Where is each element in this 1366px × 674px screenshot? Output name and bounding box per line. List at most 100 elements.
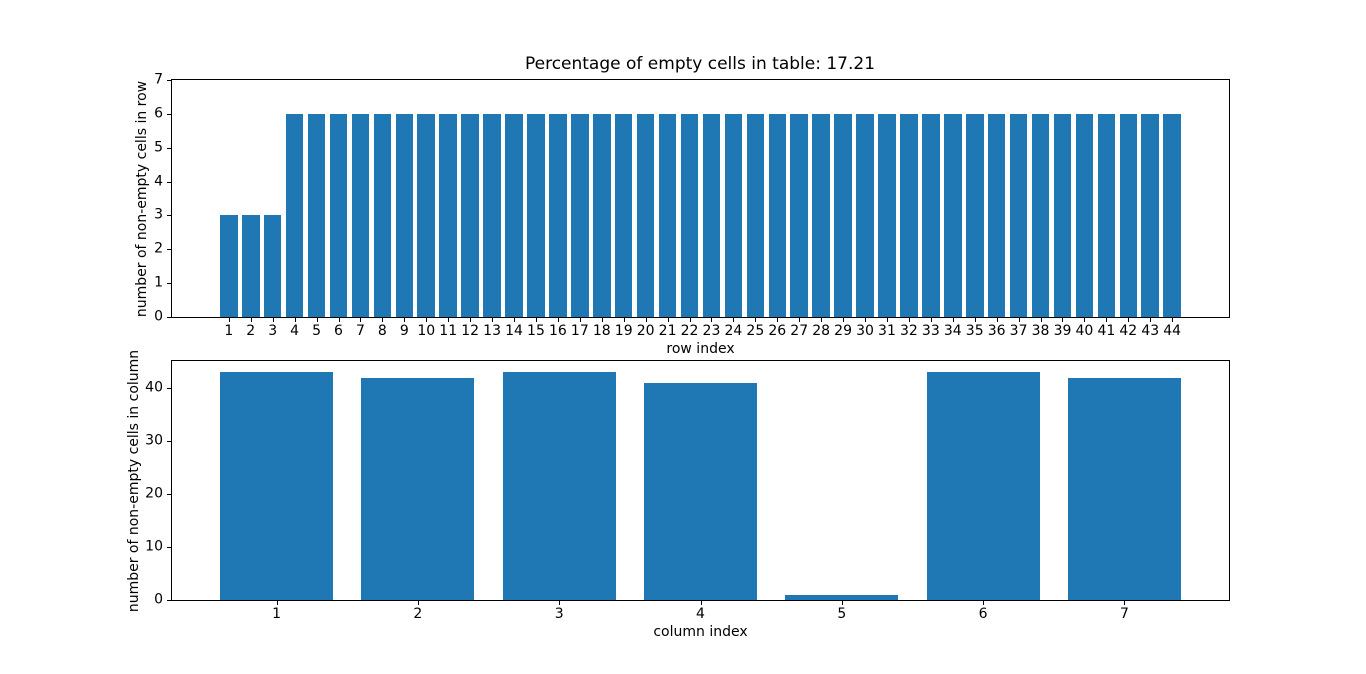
- x-axis-tick: [470, 317, 472, 322]
- x-axis-tick: [996, 317, 998, 322]
- row-chart-y-axis-label: number of non-empty cells in row: [134, 80, 150, 317]
- x-tick-label: 19: [614, 323, 633, 339]
- x-tick-label: 2: [413, 606, 423, 622]
- x-tick-label: 28: [812, 323, 831, 339]
- bar: [549, 113, 567, 317]
- x-axis-tick: [983, 600, 985, 605]
- bar: [702, 113, 721, 317]
- y-tick-label: 6: [154, 105, 163, 122]
- row-chart-x-axis-label: row index: [666, 341, 735, 357]
- y-tick-label: 3: [154, 206, 163, 223]
- bar: [417, 113, 436, 317]
- column-bar-chart-axes: number of non-empty cells in column colu…: [126, 349, 1230, 640]
- bar: [926, 372, 1040, 600]
- x-tick-label: 42: [1119, 323, 1138, 339]
- x-tick-label: 32: [899, 323, 918, 339]
- x-tick-label: 35: [965, 323, 984, 339]
- x-tick-label: 16: [548, 323, 567, 339]
- y-tick-label: 0: [154, 308, 163, 325]
- x-axis-tick: [1084, 317, 1086, 322]
- x-axis-tick: [601, 317, 603, 322]
- bar: [987, 113, 1006, 317]
- x-tick-label: 38: [1031, 323, 1050, 339]
- bar: [571, 113, 589, 317]
- bar: [307, 113, 326, 317]
- x-tick-label: 26: [768, 323, 787, 339]
- x-tick-label: 1: [272, 606, 282, 622]
- bar: [878, 113, 896, 317]
- x-tick-label: 39: [1053, 323, 1072, 339]
- x-axis-tick: [404, 317, 406, 322]
- x-axis-tick: [908, 317, 910, 322]
- x-axis-tick: [667, 317, 669, 322]
- y-axis-tick: [167, 80, 172, 81]
- bar: [527, 113, 545, 317]
- x-tick-label: 15: [527, 323, 545, 339]
- bar: [1119, 113, 1138, 317]
- x-axis-tick: [799, 317, 801, 322]
- x-tick-label: 3: [554, 606, 564, 622]
- bar: [593, 113, 611, 317]
- y-axis-tick: [167, 317, 172, 318]
- x-axis-tick: [733, 317, 735, 322]
- x-axis-tick: [316, 317, 318, 322]
- x-tick-label: 17: [570, 323, 589, 339]
- bar: [944, 113, 962, 317]
- x-tick-label: 5: [837, 606, 847, 622]
- bar: [395, 113, 414, 317]
- x-axis-tick: [711, 317, 713, 322]
- x-axis-tick: [448, 317, 450, 322]
- y-axis-tick: [167, 547, 172, 549]
- x-axis-tick: [1018, 317, 1020, 322]
- x-axis-tick: [886, 317, 888, 322]
- x-tick-label: 14: [505, 323, 523, 339]
- bar: [361, 377, 475, 600]
- y-tick-label: 20: [145, 485, 163, 502]
- x-tick-label: 20: [636, 323, 655, 339]
- x-axis-tick: [700, 600, 702, 605]
- bar: [461, 113, 479, 317]
- bar: [680, 113, 699, 317]
- x-axis-tick: [1040, 317, 1042, 322]
- y-axis-tick: [167, 215, 172, 217]
- bar: [263, 215, 282, 317]
- bar: [834, 113, 852, 317]
- bar: [329, 113, 348, 317]
- y-axis-tick: [167, 388, 172, 390]
- y-axis-tick: [167, 147, 172, 149]
- x-tick-label: 7: [1119, 606, 1129, 622]
- x-axis-tick: [755, 317, 757, 322]
- x-axis-tick: [974, 317, 976, 322]
- bar: [1067, 377, 1181, 600]
- x-axis-tick: [865, 317, 867, 322]
- x-tick-label: 8: [377, 323, 387, 339]
- bar: [439, 113, 457, 317]
- y-tick-label: 4: [154, 173, 163, 190]
- x-axis-tick: [338, 317, 340, 322]
- bar: [285, 113, 304, 317]
- bar: [856, 113, 874, 317]
- bar: [1075, 113, 1094, 317]
- bar: [643, 382, 758, 600]
- y-axis-tick: [167, 494, 172, 496]
- x-tick-label: 37: [1009, 323, 1028, 339]
- x-axis-tick: [841, 600, 843, 605]
- x-axis-tick: [579, 317, 581, 322]
- bar: [502, 372, 616, 600]
- x-axis-tick: [272, 317, 274, 322]
- x-tick-label: 44: [1163, 323, 1182, 339]
- x-axis-tick: [777, 317, 779, 322]
- x-tick-label: 30: [856, 323, 874, 339]
- y-tick-label: 10: [145, 538, 163, 555]
- x-axis-tick: [492, 317, 494, 322]
- x-tick-label: 5: [312, 323, 322, 339]
- x-tick-label: 23: [702, 323, 721, 339]
- x-tick-label: 1: [224, 323, 234, 339]
- x-axis-tick: [559, 600, 561, 605]
- x-axis-tick: [382, 317, 384, 322]
- x-tick-label: 2: [246, 323, 256, 339]
- x-axis-tick: [843, 317, 845, 322]
- x-tick-label: 3: [268, 323, 278, 339]
- x-axis-tick: [228, 317, 230, 322]
- x-tick-label: 41: [1097, 323, 1116, 339]
